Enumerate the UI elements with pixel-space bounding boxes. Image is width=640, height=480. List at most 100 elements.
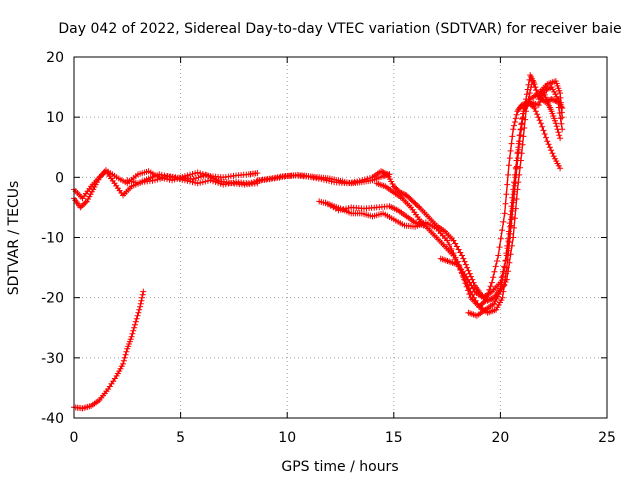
data-point — [490, 274, 497, 281]
data-point — [516, 132, 523, 139]
data-point — [503, 252, 510, 259]
data-point — [190, 176, 197, 183]
data-point — [462, 261, 469, 268]
data-point — [516, 171, 523, 178]
data-point — [184, 172, 191, 179]
data-point — [526, 90, 533, 97]
data-point — [502, 200, 509, 207]
x-axis-label: GPS time / hours — [281, 459, 398, 475]
data-point — [136, 306, 143, 313]
y-tick-label: -30 — [41, 351, 64, 367]
data-point — [543, 134, 549, 141]
data-point — [452, 254, 459, 261]
data-point — [539, 123, 546, 130]
data-point — [522, 116, 529, 123]
data-point — [532, 108, 539, 115]
data-point — [176, 176, 183, 183]
data-point — [520, 133, 527, 140]
data-point — [488, 295, 495, 302]
data-point — [510, 234, 517, 241]
data-point — [99, 171, 106, 178]
data-point — [548, 147, 555, 154]
data-point — [506, 155, 513, 162]
data-point — [515, 140, 522, 147]
data-point — [514, 149, 521, 156]
data-point — [546, 144, 553, 151]
series-arc-early — [71, 288, 147, 412]
data-point — [551, 97, 558, 104]
data-point — [503, 276, 510, 283]
data-point — [505, 162, 512, 169]
data-point — [137, 300, 144, 307]
data-point — [536, 117, 543, 124]
data-point — [328, 178, 335, 185]
data-point — [506, 239, 513, 246]
data-point — [559, 105, 566, 112]
data-point — [500, 218, 507, 225]
data-point — [557, 135, 564, 142]
data-point — [507, 223, 514, 230]
data-point — [511, 119, 518, 125]
data-point — [518, 150, 525, 157]
series-arc-g — [322, 199, 427, 229]
data-point — [511, 215, 518, 222]
y-tick-label: -20 — [41, 291, 64, 307]
data-point — [459, 252, 465, 259]
data-point — [166, 173, 173, 180]
data-point — [139, 291, 146, 298]
data-point — [552, 97, 559, 104]
y-axis-label: SDTVAR / TECUs — [6, 181, 22, 296]
chart-title: Day 042 of 2022, Sidereal Day-to-day VTE… — [58, 21, 621, 37]
data-point — [250, 179, 257, 186]
data-point — [501, 210, 508, 217]
data-point — [415, 203, 422, 210]
data-point — [128, 333, 135, 340]
data-point — [546, 85, 552, 92]
data-point — [192, 179, 199, 186]
data-point — [179, 176, 186, 183]
data-point — [323, 177, 330, 184]
data-point — [553, 123, 560, 130]
data-point — [534, 90, 541, 97]
data-point — [492, 263, 499, 270]
series-arc-f — [316, 99, 564, 310]
data-point — [544, 138, 551, 145]
data-point — [519, 116, 526, 122]
data-point — [184, 177, 191, 184]
data-point — [253, 178, 260, 185]
data-point — [121, 354, 128, 361]
data-point — [512, 115, 519, 122]
data-point — [494, 258, 500, 264]
data-point — [460, 255, 467, 262]
data-point — [161, 172, 168, 179]
data-point — [158, 171, 165, 178]
data-point — [517, 157, 524, 164]
x-tick-label: 25 — [598, 430, 616, 446]
data-point — [507, 147, 514, 154]
data-point — [555, 99, 561, 106]
data-point — [134, 312, 141, 319]
data-point — [556, 110, 563, 116]
y-tick-label: 10 — [46, 110, 64, 126]
data-point — [531, 105, 538, 112]
data-point — [537, 120, 544, 127]
data-point — [140, 288, 147, 295]
data-point — [137, 303, 144, 310]
data-point — [525, 96, 532, 103]
data-point — [82, 199, 89, 206]
data-point — [556, 132, 563, 139]
data-point — [499, 294, 506, 301]
data-point — [197, 179, 204, 186]
data-point — [120, 357, 127, 364]
data-point — [514, 186, 521, 193]
data-point — [120, 360, 126, 367]
data-point — [559, 126, 566, 133]
data-point — [361, 176, 368, 183]
data-point — [132, 318, 139, 325]
data-point — [465, 267, 472, 274]
data-point — [508, 216, 515, 223]
data-point — [461, 258, 468, 265]
data-point — [509, 133, 516, 140]
data-point — [504, 245, 511, 252]
data-point — [504, 181, 511, 188]
